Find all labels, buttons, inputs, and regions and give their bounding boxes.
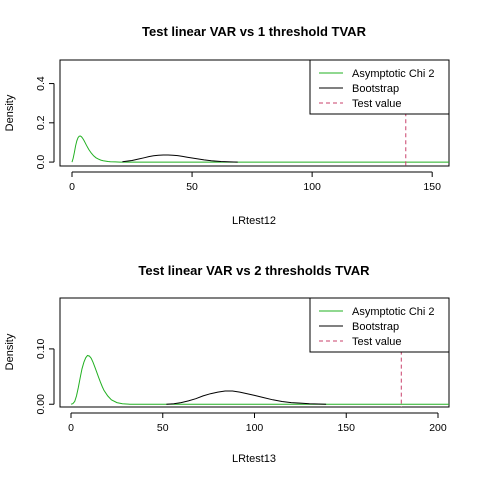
y-axis: 0.0 0.2 0.4 <box>35 76 55 170</box>
legend-label: Bootstrap <box>352 321 399 333</box>
legend-label: Test value <box>352 336 402 348</box>
x-tick-label: 50 <box>157 422 169 434</box>
legend-box <box>309 297 450 353</box>
y-tick-label: 0.00 <box>35 394 47 415</box>
x-tick-label: 0 <box>69 181 75 193</box>
legend: Asymptotic Chi 2 Bootstrap Test value <box>309 59 450 115</box>
plot-title: Test linear VAR vs 1 threshold TVAR <box>142 24 367 39</box>
y-axis-label: Density <box>4 94 16 131</box>
y-tick-label: 0.10 <box>35 339 47 360</box>
x-tick-label: 100 <box>303 181 321 193</box>
x-axis-label: LRtest12 <box>232 215 276 227</box>
x-tick-label: 100 <box>246 422 264 434</box>
panel-2: Test linear VAR vs 2 thresholds TVAR 0 50… <box>4 263 450 465</box>
series-line-bootstrap <box>122 154 238 163</box>
plot-title: Test linear VAR vs 2 thresholds TVAR <box>138 263 370 278</box>
y-tick-label: 0.2 <box>35 115 47 130</box>
legend-label: Test value <box>352 98 402 110</box>
x-axis: 0 50 100 150 200 <box>68 412 447 434</box>
y-axis: 0.00 0.10 <box>35 339 55 415</box>
legend: Asymptotic Chi 2 Bootstrap Test value <box>309 297 450 353</box>
legend-label: Bootstrap <box>352 83 399 95</box>
legend-label: Asymptotic Chi 2 <box>352 68 435 80</box>
y-axis-label: Density <box>4 333 16 370</box>
x-axis-label: LRtest13 <box>232 453 276 465</box>
legend-label: Asymptotic Chi 2 <box>352 306 435 318</box>
x-tick-label: 0 <box>68 422 74 434</box>
legend-box <box>309 59 450 115</box>
x-tick-label: 150 <box>423 181 441 193</box>
panel-1: Test linear VAR vs 1 threshold TVAR 0 50 1… <box>4 24 450 227</box>
y-tick-label: 0.0 <box>35 155 47 170</box>
series-line-asymptotic <box>71 135 449 163</box>
y-tick-label: 0.4 <box>35 76 47 91</box>
x-tick-label: 150 <box>337 422 355 434</box>
x-axis: 0 50 100 150 <box>69 171 441 193</box>
series-line-asymptotic <box>70 354 449 405</box>
x-tick-label: 200 <box>429 422 447 434</box>
series-line-bootstrap <box>166 390 327 405</box>
x-tick-label: 50 <box>186 181 198 193</box>
